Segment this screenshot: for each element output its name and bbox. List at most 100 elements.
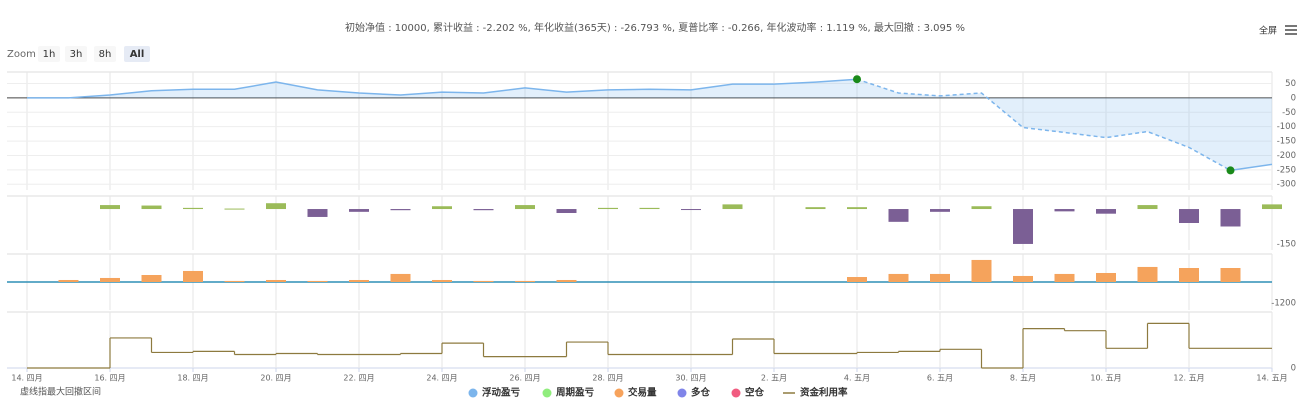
x-tick-label: 18. 四月 [177,374,208,383]
bar [183,207,203,210]
x-tick-label: 16. 四月 [94,374,125,383]
bar [722,204,743,210]
x-tick-label: 4. 五月 [844,374,870,383]
bar [349,209,369,212]
x-tick-label: 26. 四月 [509,374,540,383]
y-tick-label: -100 [1277,122,1296,132]
bar [1137,266,1158,282]
bar [1054,273,1075,282]
drawdown-marker [1226,166,1235,175]
bar [805,207,826,210]
drawdown-marker [853,75,861,84]
zoom-button-label[interactable]: 8h [99,49,112,60]
zoom-button-label[interactable]: All [130,49,145,60]
y-tick-label: -250 [1277,165,1296,175]
zoom-button[interactable] [38,46,60,62]
bar [266,203,286,210]
x-tick-label: 14. 四月 [11,374,42,383]
legend-item[interactable]: 空仓 [731,387,765,399]
y-tick-label: 0 [1291,364,1296,374]
drawdown-line [856,78,1231,172]
bar [1096,272,1116,282]
legend-item[interactable]: 浮动盈亏 [468,387,521,399]
bar [1179,268,1199,282]
bar [349,279,369,282]
legend-symbol [542,388,552,398]
bar [1220,268,1241,282]
x-tick-label: 22. 四月 [343,374,374,383]
x-tick-label: 10. 五月 [1090,374,1121,383]
bar [888,209,909,222]
zoom-label: Zoom [7,49,36,60]
menu-icon[interactable] [1285,25,1297,35]
legend-label: 多仓 [691,387,711,399]
legend-label: 浮动盈亏 [482,387,521,399]
x-tick-label: 8. 五月 [1010,374,1036,383]
bar [639,207,660,210]
bar [141,205,162,210]
y-tick-label: -1200 [1271,299,1296,309]
legend-symbol [614,388,624,398]
bar [58,279,79,282]
bar [307,280,328,282]
bar [930,209,950,212]
x-tick-label: 30. 四月 [675,374,706,383]
bar [100,277,120,282]
x-tick-label: 2. 五月 [761,374,787,383]
legend-symbol [677,388,687,398]
zoom-button[interactable] [65,46,87,62]
legend-label: 资金利用率 [800,387,848,399]
bar [1013,275,1033,282]
bar [1262,204,1282,210]
zoom-button-label[interactable]: 1h [43,49,56,60]
legend-item[interactable]: 资金利用率 [783,387,848,399]
bar [515,280,535,282]
stats: 初始净值 : 10000, 累计收益 : -2.202 %, 年化收益(365天… [345,21,965,34]
bar [224,280,245,282]
y-tick-label: -150 [1277,239,1296,249]
legend-symbol [731,388,741,398]
legend-item[interactable]: 交易量 [614,387,658,399]
y-tick-label: -300 [1277,180,1296,190]
bar [307,209,328,217]
x-tick-label: 6. 五月 [927,374,953,383]
legend-label: 交易量 [628,387,657,399]
line [1230,163,1273,172]
zoom-button[interactable] [94,46,116,62]
line [27,78,858,99]
bar [473,280,494,282]
legend-item[interactable]: 周期盈亏 [542,387,595,399]
bar [432,279,452,282]
bar [847,207,867,210]
bar [971,206,992,210]
x-tick-label: 14. 五月 [1256,374,1287,383]
area-fill [27,79,1272,171]
zoom-button[interactable] [124,46,150,62]
bar [930,273,950,282]
bar [224,208,245,210]
bar [598,207,618,210]
y-tick-label: 50 [1285,79,1296,89]
fullscreen-button[interactable]: 全屏 [1259,25,1277,37]
bar [888,273,909,282]
bar [1096,209,1116,214]
bar [1220,209,1241,227]
x-tick-label: 20. 四月 [260,374,291,383]
note: 虚线指最大回撤区间 [20,386,101,398]
legend-label: 周期盈亏 [556,387,595,399]
bar [556,209,577,213]
bar [515,205,535,210]
bar [1013,209,1033,244]
bar [1054,209,1075,212]
bar [847,277,867,282]
bar [183,270,203,282]
bar [100,205,120,210]
x-tick-label: 24. 四月 [426,374,457,383]
legend-item[interactable]: 多仓 [677,387,711,399]
x-tick-label: 12. 五月 [1173,374,1204,383]
bar [266,279,286,282]
zoom-button-label[interactable]: 3h [70,49,83,60]
bar [1179,209,1199,223]
bar [556,279,577,282]
